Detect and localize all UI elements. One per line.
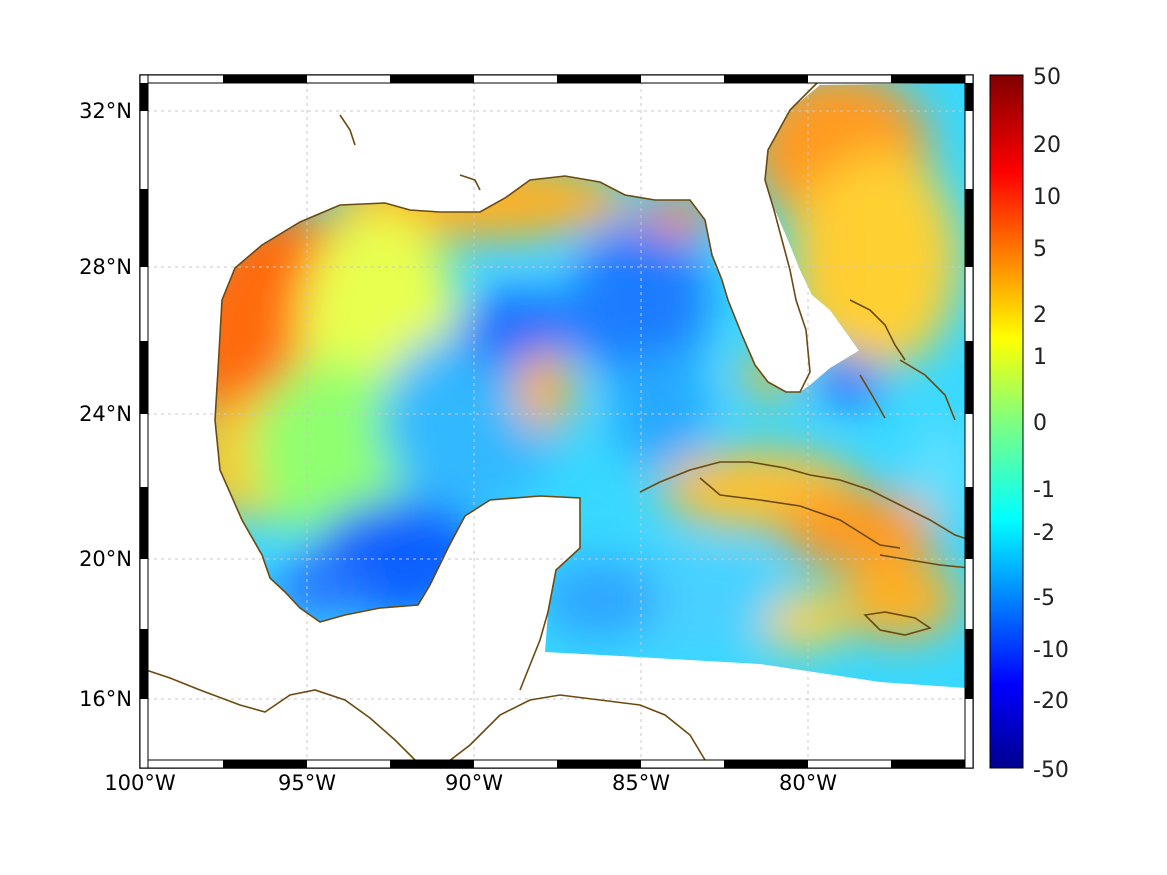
colorbar-label-neg20: -20	[1033, 689, 1069, 714]
colorbar-label-10: 10	[1033, 185, 1061, 210]
colorbar-label-neg1: -1	[1033, 478, 1055, 503]
colorbar-label-1: 1	[1033, 345, 1047, 370]
colorbar-label-0: 0	[1033, 411, 1047, 436]
lat-label-32n: 32°N	[79, 99, 132, 123]
colorbar-label-neg10: -10	[1033, 638, 1069, 663]
colorbar-gradient	[989, 74, 1024, 769]
graticule	[140, 75, 973, 768]
colorbar-labels: 50 20 10 5 2 1 0 -1 -2 -5 -10 -20 -50	[1033, 65, 1069, 783]
colorbar-label-neg50: -50	[1033, 758, 1069, 783]
colorbar-label-50: 50	[1033, 65, 1061, 90]
colorbar-label-5: 5	[1033, 237, 1047, 262]
coastlines	[139, 79, 971, 769]
lat-label-28n: 28°N	[79, 255, 132, 279]
lon-label-85w: 85°W	[612, 771, 670, 795]
lat-label-20n: 20°N	[79, 547, 132, 571]
colorbar: 50 20 10 5 2 1 0 -1 -2 -5 -10 -20 -50	[989, 65, 1069, 783]
lon-label-90w: 90°W	[445, 771, 503, 795]
lat-label-24n: 24°N	[79, 402, 132, 426]
longitude-labels: 100°W 95°W 90°W 85°W 80°W	[104, 771, 837, 795]
lat-label-16n: 16°N	[79, 687, 132, 711]
colorbar-label-20: 20	[1033, 133, 1061, 158]
colorbar-label-2: 2	[1033, 303, 1047, 328]
latitude-labels: 32°N 28°N 24°N 20°N 16°N	[79, 99, 132, 711]
lon-label-80w: 80°W	[779, 771, 837, 795]
map-frame	[139, 74, 974, 769]
lon-label-100w: 100°W	[104, 771, 176, 795]
lon-label-95w: 95°W	[278, 771, 336, 795]
colorbar-label-neg5: -5	[1033, 586, 1055, 611]
colorbar-label-neg2: -2	[1033, 521, 1055, 546]
